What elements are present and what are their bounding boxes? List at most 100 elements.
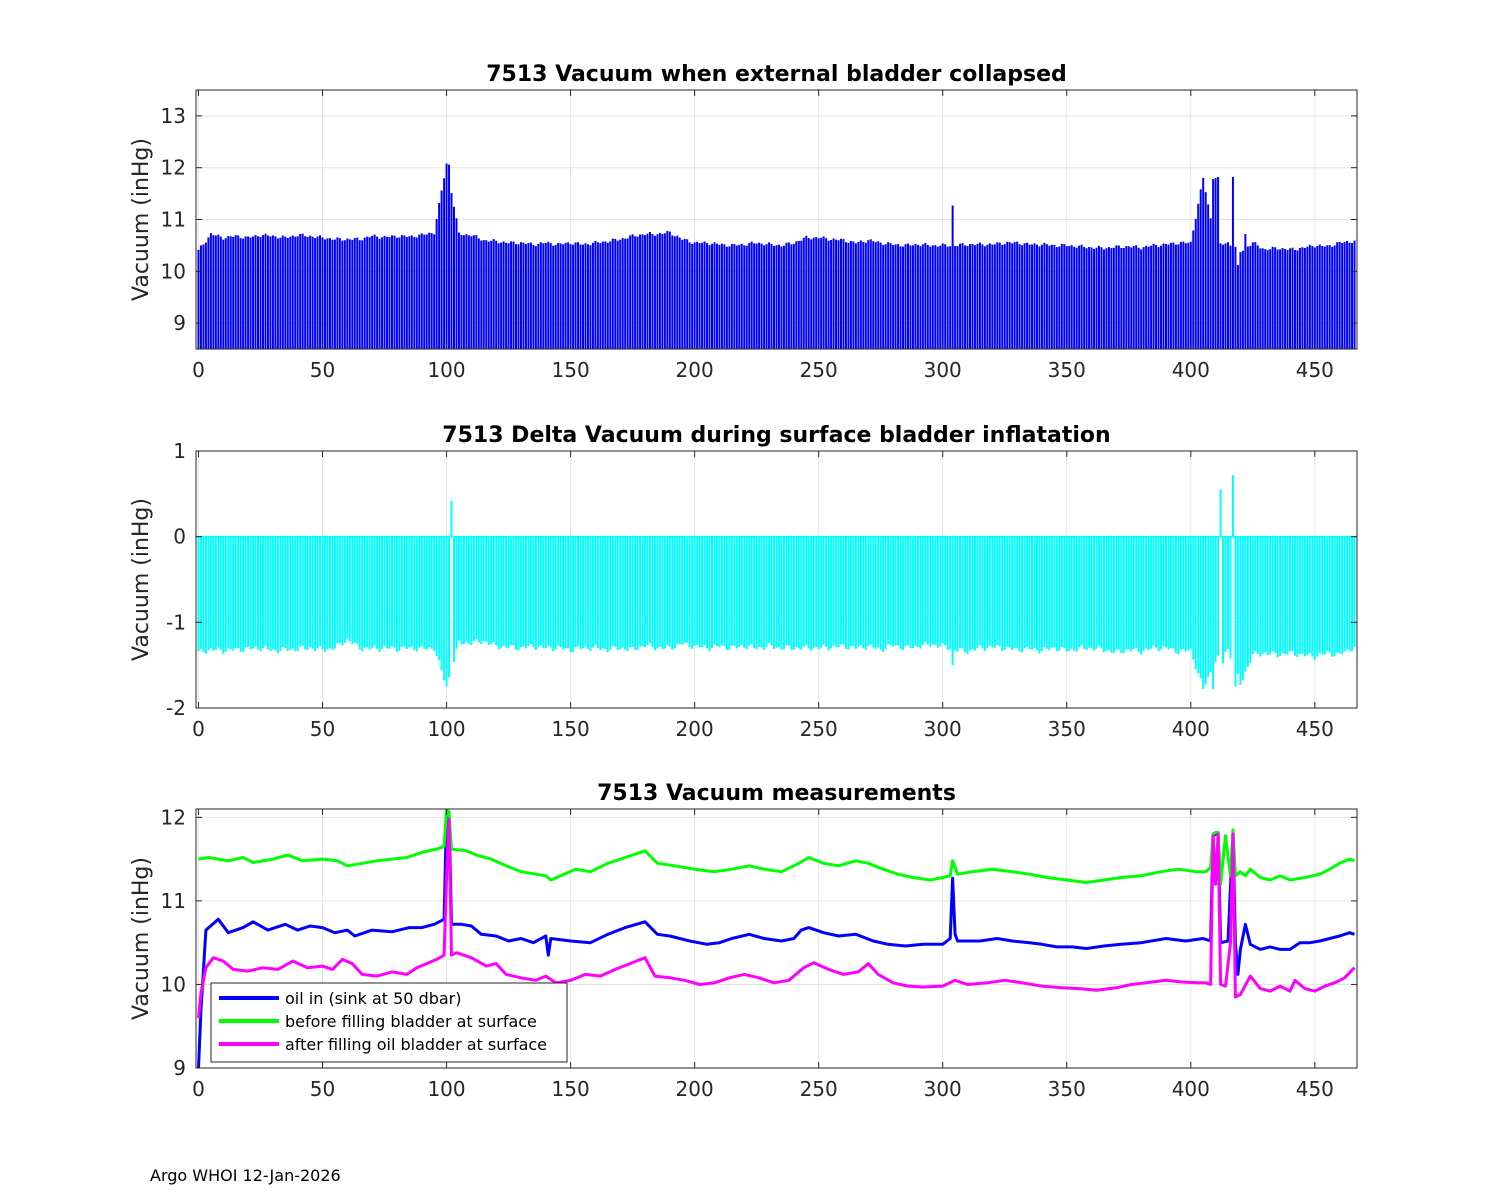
bar [557,536,560,646]
x-tick-label: 150 [552,717,590,741]
bar [609,241,612,349]
bar [777,536,780,647]
bar [495,240,498,349]
bar [1160,536,1163,650]
bar [1269,249,1272,349]
bar [993,536,996,648]
bar [1115,536,1118,650]
bar [249,536,252,650]
bar [438,536,441,661]
bar [1177,244,1180,349]
bar [386,236,389,349]
bar [1284,536,1287,655]
y-tick-label: -2 [166,696,186,720]
bar [338,536,341,643]
bar [353,536,356,643]
bar [738,536,741,648]
bar [763,536,766,650]
bar [562,536,565,650]
bar [827,240,830,349]
bar [1031,244,1034,349]
bar [453,536,455,662]
bar [944,536,947,646]
bar [919,536,922,649]
bar [232,536,235,651]
bar [519,536,522,648]
bar [946,246,949,349]
bar [626,238,629,349]
bar [569,244,572,349]
bar [333,536,336,649]
bar [934,536,937,645]
bar [242,536,245,652]
bar [529,536,532,645]
bar [986,536,989,649]
bar [512,241,515,349]
bar [1209,218,1212,349]
bar [1065,246,1068,349]
bar [291,536,294,649]
bar [916,244,919,349]
bar [482,240,485,349]
bar [492,536,495,643]
bar [371,536,374,649]
bar [671,536,674,650]
bar [1035,536,1038,651]
bar [1276,249,1279,349]
x-tick-label: 350 [1048,717,1086,741]
bar [904,244,907,349]
bar [611,238,614,349]
bar [817,238,820,349]
bar [485,536,488,642]
bar [460,235,463,349]
bar [214,536,217,651]
bar [1353,536,1356,647]
bar [1316,246,1319,349]
bar [956,246,959,349]
bar [249,237,252,349]
bar [522,242,525,349]
bar [237,235,240,349]
bar [849,241,852,349]
bar [897,536,900,646]
bar [1073,246,1076,349]
bar [1048,245,1051,349]
bar [1011,536,1014,650]
bar [1351,536,1354,652]
bar [247,536,250,647]
bar [909,536,912,649]
bar [1264,249,1267,349]
bar [574,242,577,349]
bar [840,238,842,349]
bar [909,245,912,349]
bar [319,536,322,646]
footer-text: Argo WHOI 12-Jan-2026 [150,1166,341,1185]
bar [1207,536,1210,677]
bar [252,236,255,349]
bar [696,536,699,645]
bar [1306,536,1309,656]
bar [276,238,279,349]
bar [852,536,855,647]
bar [214,235,217,349]
bar [1100,247,1103,349]
bar [1152,243,1155,349]
bar [852,241,855,349]
bar [244,536,247,648]
bar [825,536,828,647]
bar [1090,536,1093,648]
bar [497,243,500,349]
y-tick-label: 13 [161,104,186,128]
bar [792,243,795,349]
bar [887,242,890,349]
bar [1222,244,1225,349]
bar [646,233,649,349]
bar [760,243,763,349]
bar [239,536,242,652]
bar [711,536,713,649]
bar [1348,536,1351,652]
bar [202,536,205,653]
bar [641,536,644,647]
bar [807,238,810,349]
bar [1224,243,1227,349]
